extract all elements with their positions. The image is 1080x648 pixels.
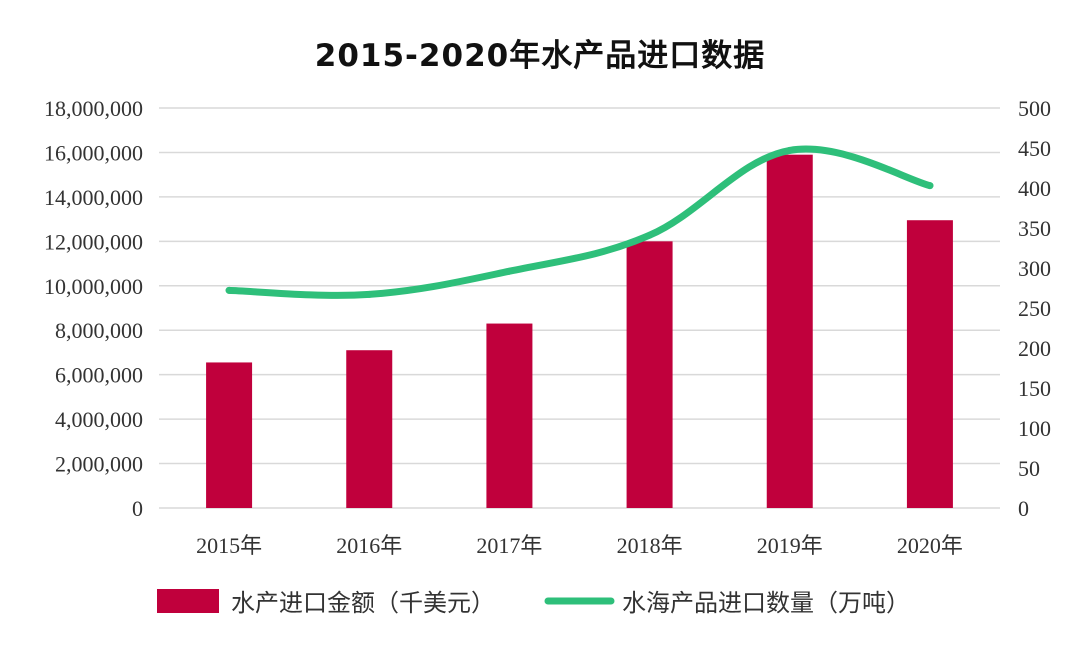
right-axis: 0 50 100 150 200 250 300 350 400 450 500 bbox=[1018, 96, 1051, 521]
bar-2015年 bbox=[206, 362, 253, 508]
right-tick-label: 100 bbox=[1018, 416, 1051, 441]
right-tick-label: 500 bbox=[1018, 96, 1051, 121]
left-tick-label: 10,000,000 bbox=[44, 274, 143, 299]
x-axis: 2015年 2016年 2017年 2018年 2019年 2020年 bbox=[196, 533, 963, 558]
left-tick-label: 8,000,000 bbox=[55, 318, 143, 343]
grid-layer bbox=[159, 107, 1000, 509]
bar-2016年 bbox=[346, 350, 393, 508]
right-tick-label: 450 bbox=[1018, 136, 1051, 161]
bar-2020年 bbox=[906, 220, 953, 508]
line-point-2020年 bbox=[926, 182, 934, 190]
x-tick-label: 2020年 bbox=[897, 533, 963, 558]
line-point-2017年 bbox=[505, 267, 513, 275]
line-point-2019年 bbox=[786, 146, 794, 154]
x-tick-label: 2019年 bbox=[757, 533, 823, 558]
x-tick-label: 2017年 bbox=[476, 533, 542, 558]
x-tick-label: 2015年 bbox=[196, 533, 262, 558]
left-tick-label: 18,000,000 bbox=[44, 96, 143, 121]
bar-2017年 bbox=[486, 323, 533, 508]
bar-series bbox=[206, 154, 953, 509]
legend-bar-swatch bbox=[157, 589, 219, 613]
legend-line-label: 水海产品进口数量（万吨） bbox=[622, 589, 910, 617]
line-series-path bbox=[225, 145, 934, 299]
right-tick-label: 250 bbox=[1018, 296, 1051, 321]
right-tick-label: 0 bbox=[1018, 496, 1029, 521]
left-axis: 0 2,000,000 4,000,000 6,000,000 8,000,000 10,… bbox=[44, 96, 143, 521]
legend-bar-label: 水产进口金额（千美元） bbox=[231, 589, 495, 617]
left-tick-label: 2,000,000 bbox=[55, 452, 143, 477]
line-point-2015年 bbox=[225, 286, 233, 294]
bar-2019年 bbox=[766, 154, 813, 508]
legend: 水产进口金额（千美元） 水海产品进口数量（万吨） bbox=[157, 589, 910, 617]
left-tick-label: 12,000,000 bbox=[44, 229, 143, 254]
left-tick-label: 6,000,000 bbox=[55, 363, 143, 388]
right-tick-label: 150 bbox=[1018, 376, 1051, 401]
bar-2018年 bbox=[626, 241, 673, 509]
right-tick-label: 400 bbox=[1018, 176, 1051, 201]
x-tick-label: 2016年 bbox=[336, 533, 402, 558]
right-tick-label: 50 bbox=[1018, 456, 1040, 481]
line-point-2018年 bbox=[646, 231, 654, 239]
x-tick-label: 2018年 bbox=[617, 533, 683, 558]
right-tick-label: 350 bbox=[1018, 216, 1051, 241]
left-tick-label: 14,000,000 bbox=[44, 185, 143, 210]
line-point-2016年 bbox=[365, 290, 373, 298]
right-tick-label: 200 bbox=[1018, 336, 1051, 361]
right-tick-label: 300 bbox=[1018, 256, 1051, 281]
line-series bbox=[225, 145, 934, 299]
left-tick-label: 4,000,000 bbox=[55, 407, 143, 432]
left-tick-label: 16,000,000 bbox=[44, 140, 143, 165]
left-tick-label: 0 bbox=[132, 496, 143, 521]
chart-title: 2015-2020年水产品进口数据 bbox=[315, 38, 765, 74]
